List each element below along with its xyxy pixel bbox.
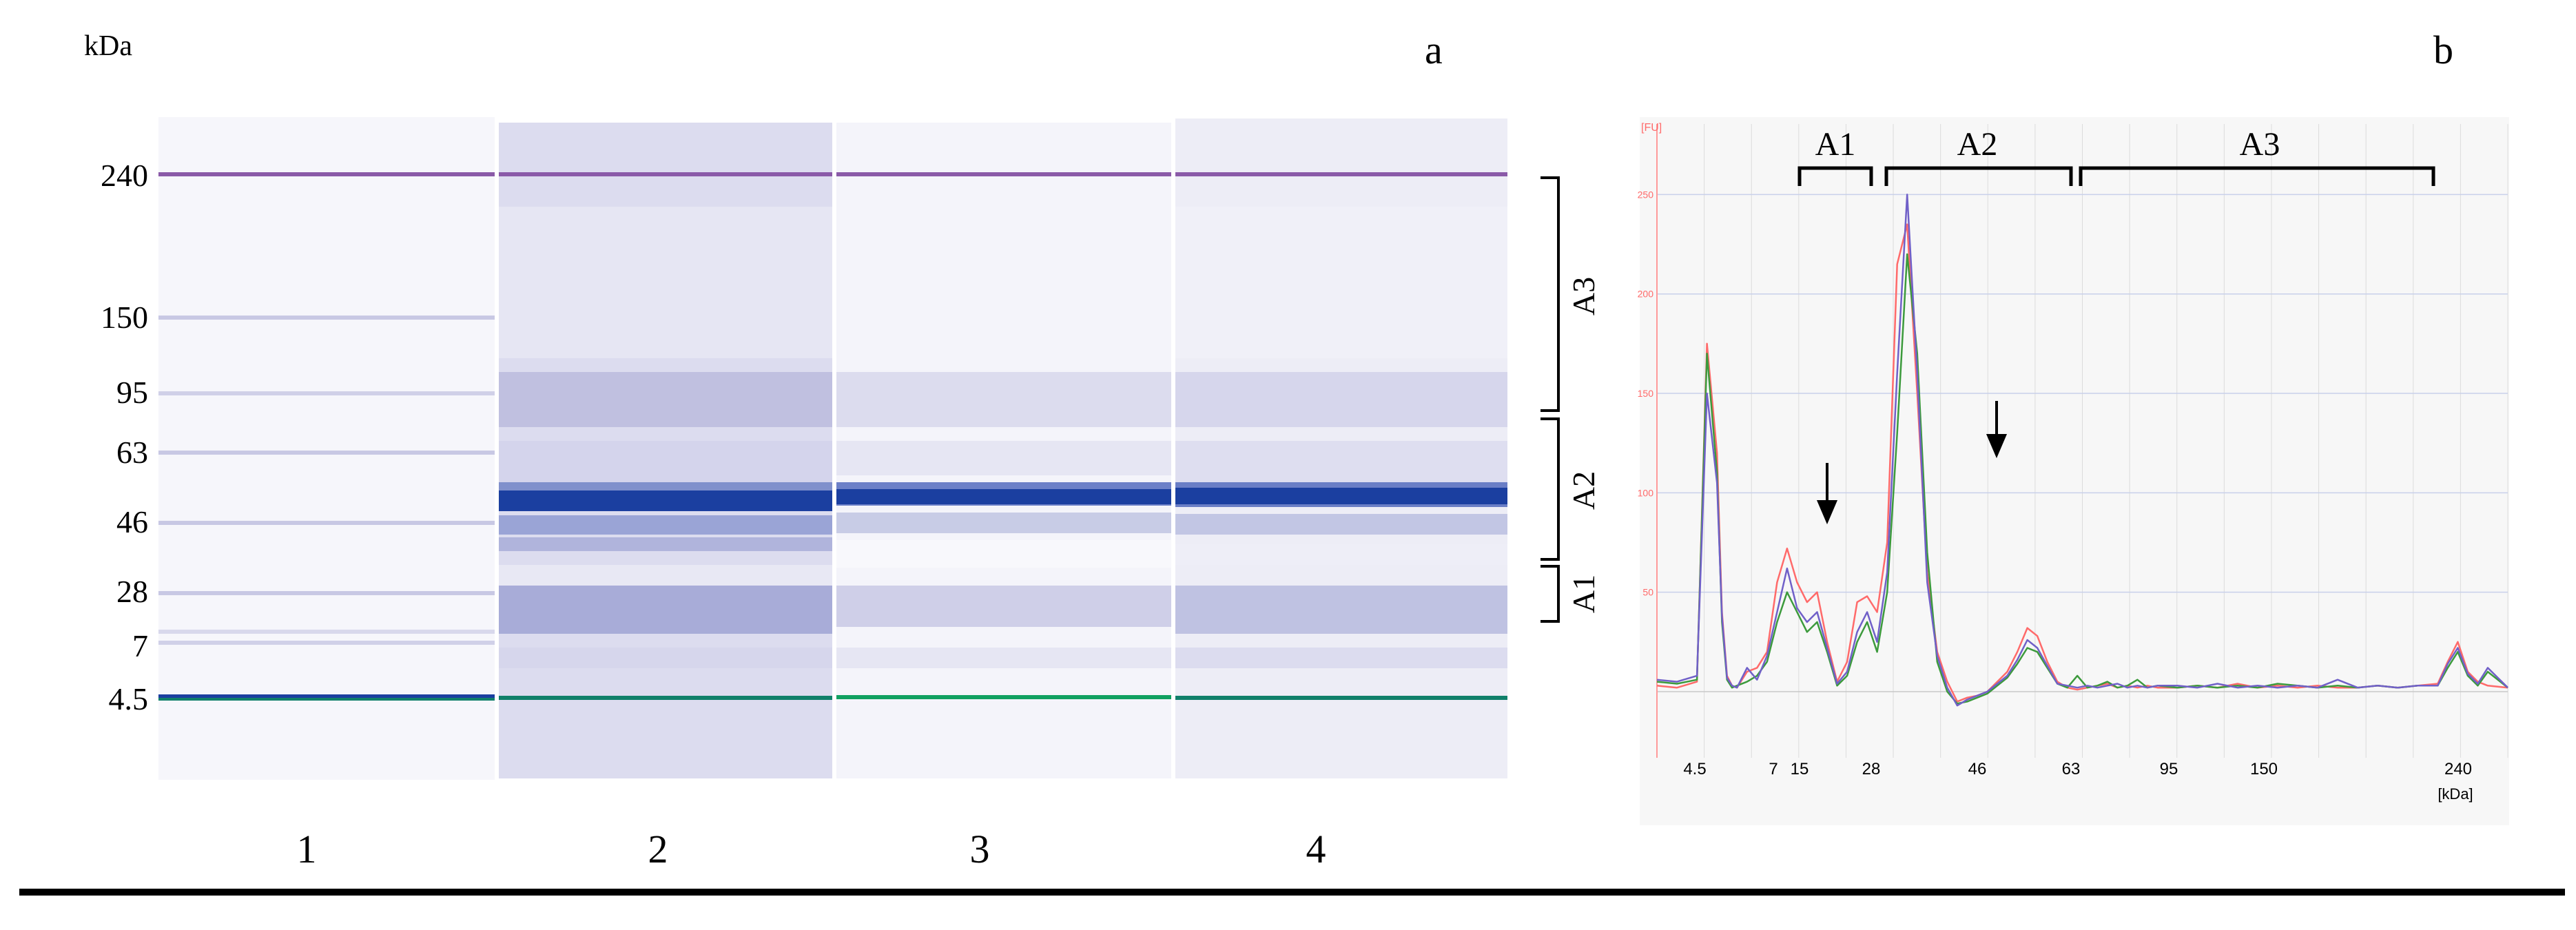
plot-bracket-a3 [2079,166,2435,186]
plot-bracket-a2 [1884,166,2073,186]
x-tick-label: 150 [2250,760,2278,778]
annotation-arrows [1816,401,2008,525]
series-line-3 [1656,194,2508,707]
x-tick-label: 240 [2444,760,2472,778]
gel-lane-3 [836,123,1171,778]
plot-region-labels: A1 A2 A3 [1815,126,2280,163]
lane-label-2: 2 [648,827,668,871]
bottom-rule [19,889,2565,896]
plot-grid [1656,124,2508,758]
gel-lane-4 [1175,118,1507,778]
y-tick-label: 250 [1638,189,1654,200]
y-tick-labels: 50 100 150 200 250 [1638,189,1654,597]
ladder-label-7: 7 [132,628,148,663]
panel-label-a: a [1425,28,1443,72]
series-line-2 [1656,253,2508,705]
x-tick-label: 4.5 [1683,760,1706,778]
x-tick-label: 15 [1791,760,1809,778]
y-tick-label: 150 [1638,388,1654,399]
lane-label-3: 3 [970,827,990,871]
ladder-label-28: 28 [116,574,148,609]
arrow-a1-peak [1816,463,1838,525]
x-unit-label: [kDa] [2438,785,2473,803]
plot-region-label-a3: A3 [2240,126,2280,163]
plot-region-label-a1: A1 [1815,126,1856,163]
gel-lane-1 [158,117,495,780]
ladder-label-240: 240 [101,158,148,193]
arrow-a2-peak [1986,401,2008,459]
x-tick-labels: 4.5 7 15 28 46 63 95 150 240 [1683,760,2472,778]
series-layer [1656,194,2508,707]
y-unit-label: [FU] [1641,122,1662,134]
lane-label-4: 4 [1306,827,1326,871]
plot-bracket-a1 [1797,166,1873,186]
gel-region-label-a3: A3 [1566,277,1601,316]
gel-region-label-a2: A2 [1566,471,1601,510]
ladder-label-63: 63 [116,435,148,470]
bracket-a3 [1541,176,1560,412]
ladder-label-46: 46 [116,504,148,539]
gel-region-label-a1: A1 [1566,575,1601,613]
bracket-a2 [1541,417,1560,561]
plot-region-label-a2: A2 [1957,126,1998,163]
x-tick-label: 46 [1968,760,1987,778]
gel-axis-unit: kDa [84,30,132,62]
x-tick-label: 28 [1862,760,1881,778]
panel-label-b: b [2433,28,2453,72]
ladder-labels: 240 150 95 63 46 28 7 4.5 [101,158,148,716]
y-tick-label: 50 [1642,587,1653,598]
x-tick-label: 63 [2062,760,2081,778]
plot-frame [1640,117,2509,825]
plot-region-brackets [1797,166,2435,186]
ladder-label-150: 150 [101,300,148,335]
y-tick-label: 200 [1638,289,1654,300]
gel-region-brackets [1541,176,1560,623]
gel-lane-2 [499,123,832,778]
gel-panel: kDa a 240 150 95 63 46 28 7 4.5 [84,28,1601,871]
ladder-label-95: 95 [116,375,148,410]
y-tick-label: 100 [1638,487,1654,498]
lane-labels: 1 2 3 4 [297,827,1326,871]
electropherogram-panel: b [FU] 50 100 150 200 250 4.5 7 15 28 46 63 95 150 2… [1638,28,2509,825]
x-tick-label: 95 [2160,760,2178,778]
x-tick-label: 7 [1769,760,1778,778]
ladder-label-4.5: 4.5 [109,681,149,716]
bracket-a1 [1541,565,1560,623]
gel-region-labels: A3 A2 A1 [1566,277,1601,613]
lane-label-1: 1 [297,827,317,871]
